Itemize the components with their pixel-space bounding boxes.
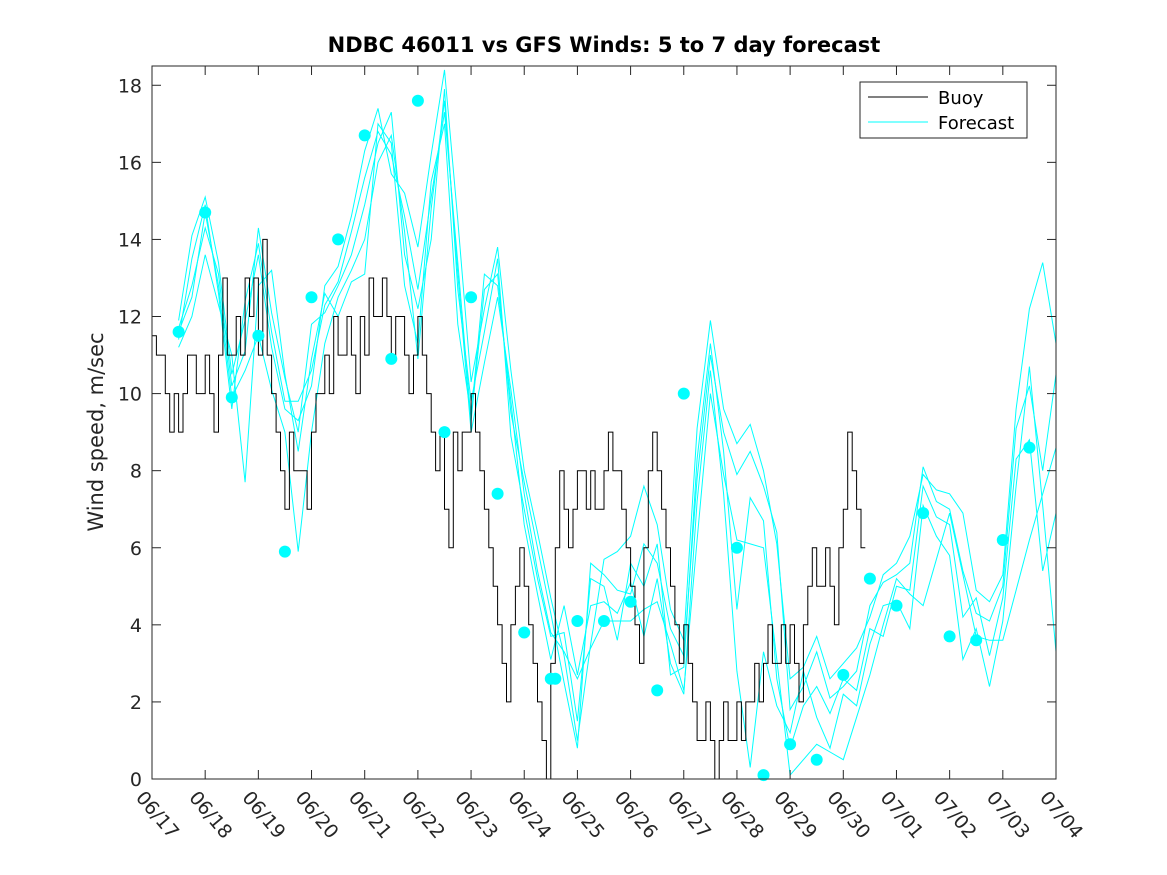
legend-forecast-label: Forecast [938,113,1014,134]
y-tick-label: 4 [130,615,142,637]
forecast-marker [890,599,903,612]
forecast-marker [278,545,291,558]
forecast-series-line [178,89,1056,749]
chart-title: NDBC 46011 vs GFS Winds: 5 to 7 day fore… [328,33,881,57]
y-axis-label: Wind speed, m/sec [84,332,108,531]
forecast-marker [199,206,212,219]
marker-layer [172,94,1036,782]
forecast-marker [784,738,797,751]
y-tick-label: 18 [118,75,142,97]
forecast-marker [837,668,850,681]
forecast-marker [996,534,1009,546]
y-tick-label: 2 [130,692,142,714]
legend-box [859,81,1028,139]
forecast-marker [970,634,983,647]
legend: Buoy Forecast [859,81,1028,139]
y-tick-label: 10 [118,384,142,406]
forecast-series-line [178,112,1056,749]
forecast-marker [358,129,371,142]
legend-buoy-label: Buoy [938,88,984,109]
forecast-marker [252,329,265,342]
forecast-marker [225,391,238,404]
forecast-marker [571,615,584,627]
forecast-marker [305,291,318,304]
forecast-marker [651,684,664,697]
buoy-series-line [152,238,866,779]
forecast-marker [757,769,770,782]
forecast-marker [411,94,424,107]
forecast-series-line [178,69,1056,741]
forecast-marker [598,615,610,627]
y-tick-label: 8 [130,461,142,483]
forecast-marker [332,233,345,246]
forecast-marker [438,426,451,439]
y-tick-label: 12 [118,307,142,329]
forecast-marker [730,541,743,554]
forecast-marker [1023,441,1036,454]
y-axis: 0 2 4 6 8 10 12 14 16 18 [118,75,1056,791]
y-tick-label: 6 [130,538,142,560]
forecast-marker [172,325,185,338]
forecast-marker [810,753,823,766]
axes-box [151,65,1057,780]
axes-background [152,66,1056,779]
y-tick-label: 0 [130,769,142,791]
forecast-marker [917,507,930,520]
forecast-marker [385,352,398,365]
forecast-series-line [178,100,1056,777]
forecast-marker [518,626,531,639]
forecast-marker [624,595,637,608]
forecast-marker [943,630,956,643]
forecast-marker [677,387,690,400]
series-layer [152,69,1056,779]
forecast-marker [549,672,562,685]
y-tick-label: 16 [118,152,142,174]
forecast-marker [863,572,876,585]
forecast-marker [491,487,504,500]
forecast-series-line [178,122,1056,768]
y-tick-label: 14 [118,229,142,251]
forecast-marker [465,291,478,304]
